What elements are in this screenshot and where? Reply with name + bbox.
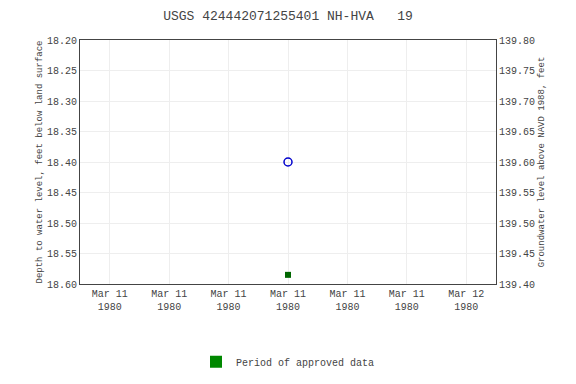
svg-text:139.70: 139.70 [499,97,535,108]
svg-text:18.20: 18.20 [47,36,77,47]
svg-text:Mar 111980: Mar 111980 [92,289,128,313]
svg-text:139.65: 139.65 [499,127,535,138]
svg-text:18.25: 18.25 [47,66,77,77]
svg-text:139.55: 139.55 [499,188,535,199]
svg-text:139.75: 139.75 [499,66,535,77]
svg-text:139.80: 139.80 [499,36,535,47]
svg-text:139.45: 139.45 [499,249,535,260]
svg-text:139.50: 139.50 [499,219,535,230]
svg-text:Groundwater level above NAVD 1: Groundwater level above NAVD 1988, feet [537,57,547,268]
svg-text:139.40: 139.40 [499,280,535,291]
svg-text:Mar 121980: Mar 121980 [448,289,484,313]
svg-text:Mar 111980: Mar 111980 [270,289,306,313]
svg-text:Mar 111980: Mar 111980 [329,289,365,313]
svg-text:Mar 111980: Mar 111980 [389,289,425,313]
svg-text:18.55: 18.55 [47,249,77,260]
svg-text:18.35: 18.35 [47,127,77,138]
svg-text:18.40: 18.40 [47,158,77,169]
svg-text:139.60: 139.60 [499,158,535,169]
svg-text:Mar 111980: Mar 111980 [151,289,187,313]
svg-text:18.45: 18.45 [47,188,77,199]
svg-text:Mar 111980: Mar 111980 [211,289,247,313]
svg-text:Depth to water level, feet bel: Depth to water level, feet below land su… [35,40,45,283]
svg-text:18.60: 18.60 [47,280,77,291]
svg-text:18.30: 18.30 [47,97,77,108]
svg-text:18.50: 18.50 [47,219,77,230]
svg-text:USGS 424442071255401 NH-HVA: USGS 424442071255401 NH-HVA 19 [163,9,413,24]
svg-text:Period of approved data: Period of approved data [236,358,374,369]
